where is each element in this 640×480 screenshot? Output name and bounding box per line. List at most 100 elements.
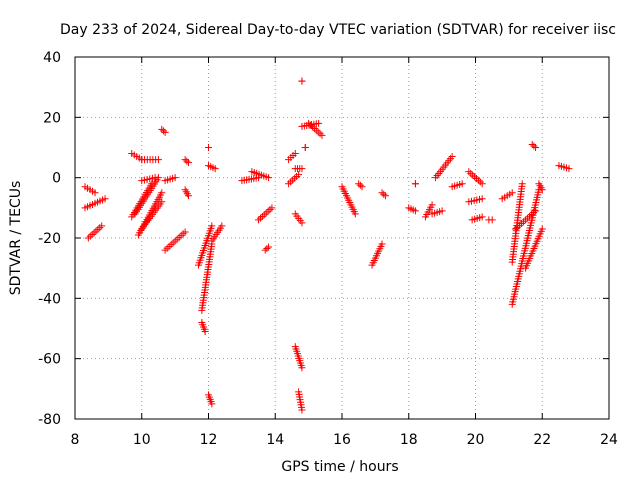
data-arc (428, 207, 446, 218)
data-point (258, 212, 266, 220)
data-points (81, 77, 573, 414)
data-point (351, 210, 359, 218)
data-point (90, 229, 98, 237)
data-arc (138, 156, 162, 164)
y-tick-label: 20 (43, 110, 61, 126)
data-point (458, 180, 466, 188)
data-point (158, 125, 166, 133)
data-point (159, 127, 167, 135)
data-arc (421, 201, 436, 221)
data-arc (295, 388, 306, 414)
data-arc (84, 222, 106, 242)
data-arc (555, 162, 573, 173)
data-point (298, 77, 306, 85)
y-tick-label: -40 (38, 291, 61, 307)
data-point (307, 121, 315, 129)
data-arc (285, 150, 299, 164)
data-point (478, 195, 486, 203)
data-point (208, 400, 216, 408)
data-point (265, 243, 273, 251)
data-arc (198, 240, 216, 314)
data-arc (528, 140, 540, 151)
data-arc (181, 156, 192, 167)
data-point (181, 228, 189, 236)
x-axis-label: GPS time / hours (281, 459, 398, 475)
data-arc (498, 189, 516, 203)
data-point (476, 178, 484, 186)
data-arc (208, 222, 226, 245)
data-point (355, 180, 363, 188)
chart-title: Day 233 of 2024, Sidereal Day-to-day VTE… (60, 22, 616, 38)
data-point (298, 364, 306, 372)
data-point (158, 198, 166, 206)
data-arc (355, 180, 366, 191)
data-arc (205, 162, 219, 173)
data-point (356, 181, 364, 189)
data-point (518, 180, 526, 188)
y-axis-label: SDTVAR / TECUs (8, 181, 24, 296)
data-arc (261, 243, 273, 254)
data-arc (81, 195, 109, 212)
data-point (261, 246, 269, 254)
data-point (312, 126, 320, 134)
x-tick-label: 14 (266, 432, 284, 448)
data-point (381, 192, 389, 200)
data-point (528, 140, 536, 148)
data-point (183, 157, 191, 165)
x-tick-label: 20 (467, 432, 485, 448)
data-arc (448, 180, 466, 191)
data-point (92, 227, 100, 235)
data-arc (291, 343, 306, 372)
data-arc (298, 77, 306, 85)
y-tick-label: -80 (38, 412, 61, 428)
data-arc (238, 174, 263, 185)
data-point (158, 189, 166, 197)
data-arc (522, 225, 546, 272)
data-point (208, 222, 216, 230)
data-point (262, 209, 270, 217)
x-tick-label: 22 (533, 432, 551, 448)
data-point (256, 214, 264, 222)
data-point (268, 204, 276, 212)
data-point (565, 165, 573, 173)
data-arc (378, 189, 389, 200)
data-point (530, 142, 538, 150)
data-point (478, 213, 486, 221)
data-point (298, 406, 306, 414)
data-point (380, 190, 388, 198)
data-point (91, 189, 99, 197)
data-arc (81, 183, 99, 197)
data-arc (512, 207, 540, 233)
data-point (205, 144, 212, 151)
data-point (428, 201, 436, 209)
data-point (295, 171, 303, 179)
data-point (488, 216, 496, 224)
data-arc (431, 153, 456, 182)
data-point (96, 224, 104, 232)
data-arc (181, 186, 192, 200)
x-tick-label: 12 (200, 432, 218, 448)
data-point (448, 153, 456, 161)
data-arc (198, 318, 209, 336)
data-arc (405, 204, 419, 215)
data-arc (291, 165, 306, 173)
y-tick-label: 0 (52, 171, 61, 187)
data-arc (301, 144, 309, 151)
data-arc (128, 150, 146, 164)
data-point (255, 216, 263, 224)
y-tick-label: 40 (43, 50, 61, 66)
y-tick-label: -60 (38, 352, 61, 368)
data-arc (305, 119, 326, 139)
data-arc (161, 228, 189, 254)
x-tick-label: 8 (71, 432, 80, 448)
data-point (201, 328, 209, 336)
data-arc (535, 180, 546, 194)
data-arc (248, 168, 273, 182)
data-point (265, 174, 273, 182)
data-point (298, 219, 306, 227)
data-point (378, 240, 386, 248)
data-point (181, 156, 189, 164)
data-arc (138, 174, 159, 185)
data-point (161, 128, 169, 136)
data-point (411, 180, 419, 188)
